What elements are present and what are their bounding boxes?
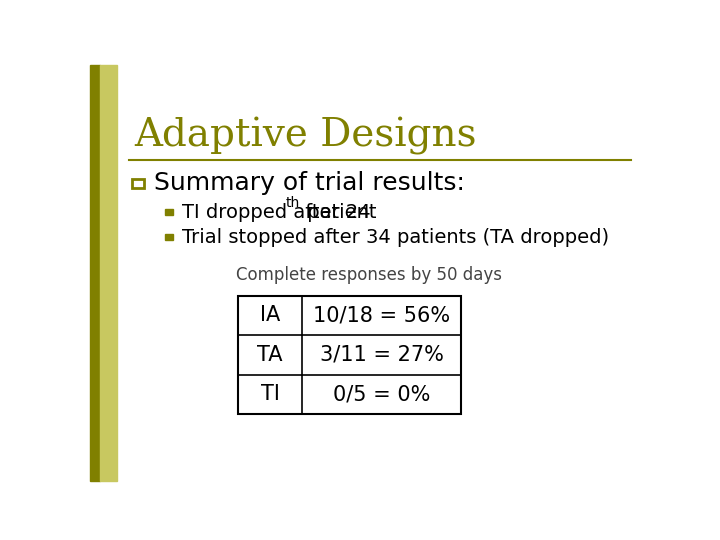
- Bar: [166, 234, 173, 240]
- Text: TI: TI: [261, 384, 279, 404]
- Bar: [100, 65, 117, 481]
- Bar: [238, 295, 461, 414]
- Bar: [132, 179, 144, 188]
- Text: 10/18 = 56%: 10/18 = 56%: [313, 305, 450, 325]
- Text: 3/11 = 27%: 3/11 = 27%: [320, 345, 444, 365]
- Bar: [90, 65, 100, 481]
- Text: TI dropped after 24: TI dropped after 24: [181, 203, 370, 222]
- Text: Complete responses by 50 days: Complete responses by 50 days: [236, 266, 502, 284]
- Bar: [166, 210, 173, 215]
- Text: th: th: [286, 196, 300, 210]
- Text: Trial stopped after 34 patients (TA dropped): Trial stopped after 34 patients (TA drop…: [181, 228, 608, 247]
- Text: Adaptive Designs: Adaptive Designs: [135, 117, 477, 155]
- Text: Summary of trial results:: Summary of trial results:: [154, 171, 465, 195]
- Text: 0/5 = 0%: 0/5 = 0%: [333, 384, 431, 404]
- Text: patient: patient: [302, 203, 377, 222]
- Text: TA: TA: [257, 345, 283, 365]
- Text: IA: IA: [260, 305, 280, 325]
